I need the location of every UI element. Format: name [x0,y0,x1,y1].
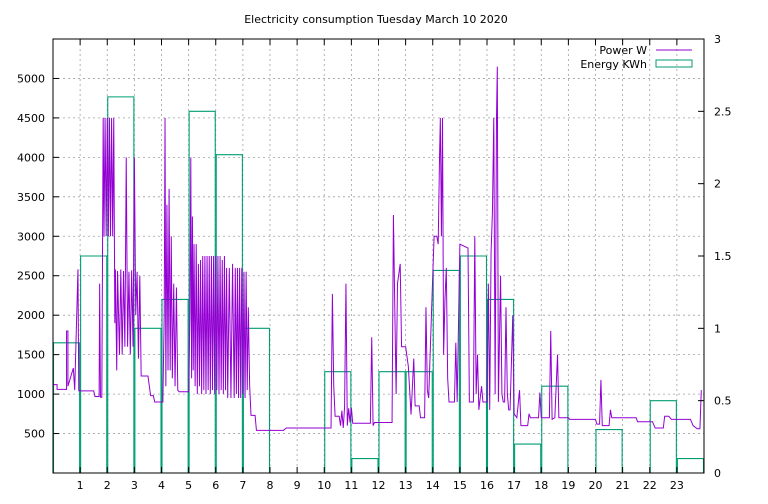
x-tick-label: 6 [212,479,219,492]
y-right-tick-label: 3 [714,33,721,46]
energy-step-bar [541,385,569,473]
y-left-axis-ticks: 500 1000 1500 2000 2500 3000 3500 4000 4500 5000 [17,72,59,441]
energy-step-bar [161,298,189,473]
y-left-tick-label: 1000 [17,388,45,401]
x-tick-label: 19 [561,479,575,492]
energy-step-bar [405,371,433,473]
y-right-tick-label: 0 [714,467,721,480]
x-tick-label: 2 [104,479,111,492]
legend-label-power: Power W [599,44,647,57]
y-left-tick-label: 4000 [17,151,45,164]
x-tick-label: 14 [426,479,440,492]
energy-step-bar [676,457,705,473]
x-tick-label: 10 [317,479,331,492]
y-left-tick-label: 5000 [17,72,45,85]
power-series [53,66,702,431]
energy-step-bar [514,443,542,473]
y-left-tick-label: 1500 [17,349,45,362]
x-tick-label: 17 [507,479,521,492]
y-left-tick-label: 3000 [17,230,45,243]
x-tick-label: 5 [185,479,192,492]
x-tick-label: 22 [643,479,657,492]
x-tick-label: 12 [372,479,386,492]
y-right-tick-label: 1.5 [714,250,732,263]
x-tick-label: 4 [158,479,165,492]
x-tick-label: 9 [294,479,301,492]
energy-step-bar [80,255,108,473]
x-tick-label: 3 [131,479,138,492]
x-axis-ticks: 1 2 3 4 5 6 7 8 9 10 11 12 13 14 15 16 17 18 19 20 21 22 23 [77,39,684,492]
energy-step-bar [242,327,271,473]
chart-title: Electricity consumption Tuesday March 10… [244,13,508,26]
y-right-tick-label: 0.5 [714,395,732,408]
y-left-tick-label: 2000 [17,309,45,322]
legend-swatch-energy [655,59,693,68]
x-tick-label: 16 [480,479,494,492]
x-tick-label: 18 [534,479,548,492]
energy-step-bar [595,429,623,473]
energy-step-bar [351,457,379,473]
energy-step-bar [459,255,488,473]
energy-step-bar [324,371,352,473]
y-right-tick-label: 2.5 [714,105,732,118]
energy-step-bar [486,298,515,473]
x-tick-label: 1 [77,479,84,492]
x-tick-label: 13 [399,479,413,492]
y-left-tick-label: 4500 [17,112,45,125]
x-tick-label: 7 [239,479,246,492]
y-left-tick-label: 500 [24,428,45,441]
y-right-tick-label: 1 [714,322,721,335]
y-right-tick-label: 2 [714,178,721,191]
energy-step-bar [649,400,677,473]
energy-step-bar [134,327,162,473]
x-tick-label: 20 [589,479,603,492]
x-tick-label: 8 [267,479,274,492]
x-tick-label: 15 [453,479,467,492]
legend: Power W Energy KWh [580,44,693,71]
y-left-tick-label: 3500 [17,191,45,204]
legend-label-energy: Energy KWh [580,58,647,71]
x-tick-label: 11 [344,479,358,492]
y-left-tick-label: 2500 [17,270,45,283]
y-right-axis-ticks: 0 0.5 1 1.5 2 2.5 3 [698,33,732,480]
x-tick-label: 21 [616,479,630,492]
x-tick-label: 23 [670,479,684,492]
power-line [53,66,702,431]
